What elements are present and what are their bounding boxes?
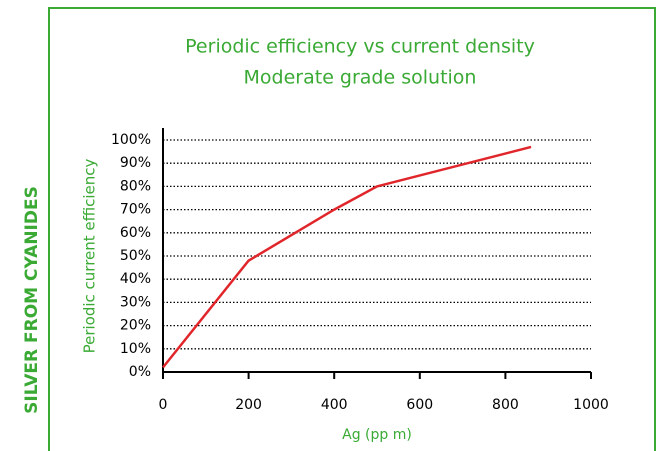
y-tick-label: 80%: [120, 178, 151, 194]
y-tick-label: 10%: [120, 341, 151, 357]
x-axis-label: Ag (pp m): [342, 427, 412, 443]
y-tick-label: 100%: [111, 132, 151, 148]
x-tick-label: 800: [492, 397, 519, 413]
x-tick-label: 400: [321, 397, 348, 413]
x-tick-label: 0: [159, 397, 168, 413]
y-tick-label: 0%: [129, 364, 151, 380]
frame: [48, 7, 656, 451]
chart-title: Periodic efficiency vs current density: [185, 36, 535, 58]
side-label: SILVER FROM CYANIDES: [22, 186, 42, 414]
y-tick-label: 30%: [120, 294, 151, 310]
y-tick-label: 50%: [120, 248, 151, 264]
x-tick-label: 1000: [573, 397, 609, 413]
y-tick-label: 20%: [120, 318, 151, 334]
x-tick-label: 600: [406, 397, 433, 413]
y-tick-label: 90%: [120, 155, 151, 171]
x-tick-label: 200: [235, 397, 262, 413]
chart-subtitle: Moderate grade solution: [244, 67, 477, 89]
y-tick-label: 60%: [120, 225, 151, 241]
y-axis-label: Periodic current efficiency: [81, 158, 99, 353]
data-line: [162, 145, 532, 369]
y-tick-label: 70%: [120, 202, 151, 218]
y-tick-label: 40%: [120, 271, 151, 287]
